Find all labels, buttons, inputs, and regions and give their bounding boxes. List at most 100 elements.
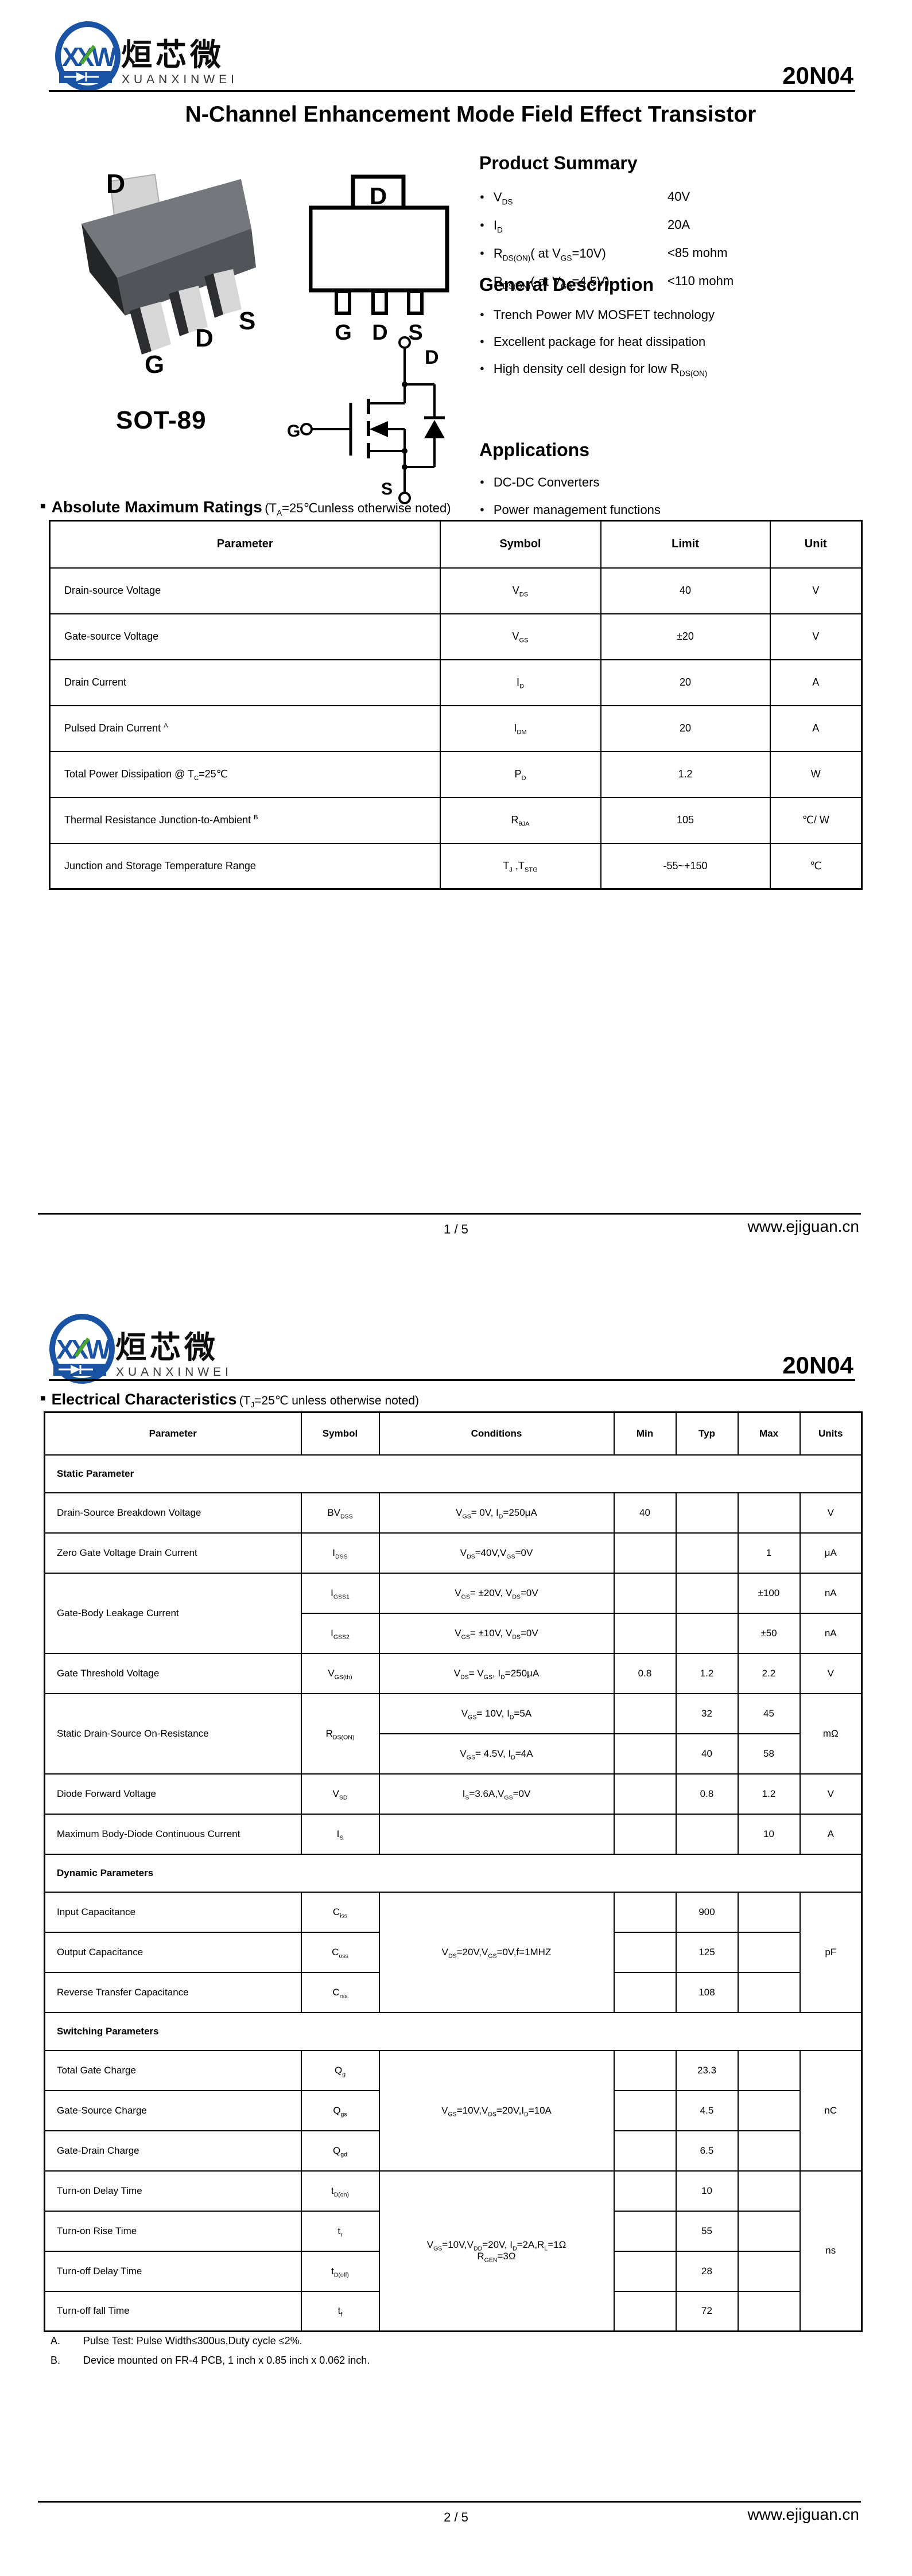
empty-cell <box>613 1572 677 1614</box>
empty-cell <box>613 1773 677 1815</box>
drain-terminal <box>398 336 411 349</box>
brand-logo: XXW 烜芯微 XUANXINWEI <box>55 14 244 97</box>
logo-company-cn: 烜芯微 <box>121 38 224 72</box>
param-cell: Gate-Drain Charge <box>44 2130 302 2172</box>
units-cell: ns <box>799 2170 863 2332</box>
symbol-label-drain: D <box>425 347 439 368</box>
mosfet-symbol-graphic: D G S <box>287 336 445 504</box>
page-title: N-Channel Enhancement Mode Field Effect … <box>185 102 756 127</box>
empty-cell <box>613 1891 677 1933</box>
empty-cell <box>613 1931 677 1973</box>
typ-cell: 40 <box>675 1733 739 1775</box>
param-cell: Drain Current <box>49 659 441 706</box>
list-item: ● Power management functions <box>480 496 661 524</box>
general-description-heading: General Description <box>479 274 654 295</box>
empty-cell <box>737 2250 801 2292</box>
cond-cell: VGS= 4.5V, ID=4A <box>378 1733 615 1775</box>
section-label: Dynamic Parameters <box>44 1853 863 1893</box>
table-row: Gate-Body Leakage Current IGSS1 VGS= ±20… <box>44 1572 863 1654</box>
typ-cell: 108 <box>675 1971 739 2013</box>
table-row: Static Drain-Source On-Resistance RDS(ON… <box>44 1692 863 1775</box>
empty-cell <box>675 1532 739 1574</box>
symbol-cell: tD(on) <box>300 2170 380 2212</box>
max-cell: 58 <box>737 1733 801 1775</box>
symbol-cell: tD(off) <box>300 2250 380 2292</box>
unit-cell: V <box>769 613 863 660</box>
param-cell: Turn-on Rise Time <box>44 2210 302 2252</box>
source-terminal <box>398 492 411 504</box>
bullet-icon: ● <box>480 277 484 285</box>
units-cell: mΩ <box>799 1692 863 1775</box>
package-name: SOT-89 <box>116 406 207 434</box>
cond-cell: VGS= 0V, ID=250μA <box>378 1492 615 1534</box>
bullet-icon: ● <box>480 310 484 318</box>
table-row: Gate Threshold Voltage VGS(th) VDS= VGS,… <box>44 1652 863 1694</box>
pkg-body-side <box>82 224 125 316</box>
units-cell: pF <box>799 1891 863 2013</box>
col-typ: Typ <box>675 1411 739 1456</box>
outline-pin <box>407 290 424 315</box>
footnote-text: Device mounted on FR-4 PCB, 1 inch x 0.8… <box>83 2355 370 2366</box>
bullet-icon: ● <box>480 220 484 229</box>
logo-company-en: XUANXINWEI <box>116 1365 232 1379</box>
ec-heading: ■ Electrical Characteristics (TJ=25℃ unle… <box>40 1391 419 1408</box>
cond-cell: VGS= 10V, ID=5A <box>378 1692 615 1734</box>
footnote-tag: A. <box>51 2335 61 2347</box>
list-item: ● VDS 40V <box>480 182 690 211</box>
electrical-characteristics-table: Parameter Symbol Conditions Min Typ Max … <box>44 1411 863 2332</box>
empty-cell <box>737 2049 801 2091</box>
col-units: Units <box>799 1411 863 1456</box>
param-cell: Zero Gate Voltage Drain Current <box>44 1532 302 1574</box>
col-max: Max <box>737 1411 801 1456</box>
symbol-cell: Ciss <box>300 1891 380 1933</box>
brand-logo: XXW 烜芯微 XUANXINWEI <box>49 1306 238 1390</box>
col-conditions: Conditions <box>378 1411 615 1456</box>
symbol-cell: VGS(th) <box>300 1652 380 1694</box>
max-cell: ±100 <box>737 1572 801 1614</box>
table-row: Drain-source Voltage VDS 40 V <box>49 567 863 614</box>
unit-cell: A <box>769 659 863 706</box>
mosfet-symbol-figure: D G S <box>274 322 469 509</box>
cond-cell: VGS= ±20V, VDS=0V <box>378 1572 615 1614</box>
cond-cell: IS=3.6A,VGS=0V <box>378 1773 615 1815</box>
spec-value: <85 mohm <box>667 246 728 260</box>
header-rule <box>49 90 855 92</box>
empty-cell <box>613 1692 677 1734</box>
typ-cell: 1.2 <box>675 1652 739 1694</box>
units-cell: V <box>799 1773 863 1815</box>
table-row: Input Capacitance Ciss VDS=20V,VGS=0V,f=… <box>44 1891 863 2013</box>
empty-cell <box>737 1931 801 1973</box>
max-cell: 45 <box>737 1692 801 1734</box>
param-cell: Turn-on Delay Time <box>44 2170 302 2212</box>
feature-text: Trench Power MV MOSFET technology <box>493 308 715 322</box>
typ-cell: 4.5 <box>675 2089 739 2131</box>
empty-cell <box>737 2170 801 2212</box>
spec-value: <110 mohm <box>667 274 734 288</box>
bullet-icon: ● <box>480 477 484 486</box>
empty-cell <box>675 1492 739 1534</box>
list-item: ● Trench Power MV MOSFET technology <box>480 301 715 328</box>
empty-cell <box>737 2290 801 2332</box>
empty-cell <box>675 1612 739 1654</box>
param-cell: Total Gate Charge <box>44 2049 302 2091</box>
ec-heading-text: Electrical Characteristics <box>51 1391 237 1408</box>
empty-cell <box>613 2049 677 2091</box>
bullet-icon: ● <box>480 364 484 372</box>
list-item: ● High density cell design for low RDS(ON… <box>480 355 707 382</box>
list-item: ● RDS(ON)( at VGS=4.5V) <110 mohm <box>480 267 734 295</box>
absolute-maximum-ratings-table: Parameter Symbol Limit Unit Drain-source… <box>49 520 863 890</box>
table-row: Output Capacitance Coss 125 <box>44 1931 862 1973</box>
table-header-row: Parameter Symbol Limit Unit <box>49 520 863 569</box>
param-cell: Junction and Storage Temperature Range <box>49 842 441 890</box>
body-diode-icon <box>424 420 445 438</box>
empty-cell <box>613 2089 677 2131</box>
limit-cell: -55~+150 <box>600 842 771 890</box>
symbol-cell: Coss <box>300 1931 380 1973</box>
symbol-cell: IGSS1 <box>300 1572 380 1614</box>
units-cell: μA <box>799 1532 863 1574</box>
table-row: Zero Gate Voltage Drain Current IDSS VDS… <box>44 1532 863 1574</box>
units-cell: nA <box>799 1572 863 1614</box>
unit-cell: ℃ <box>769 842 863 890</box>
param-cell: Drain-Source Breakdown Voltage <box>44 1492 302 1534</box>
table-row: Drain Current ID 20 A <box>49 659 863 706</box>
